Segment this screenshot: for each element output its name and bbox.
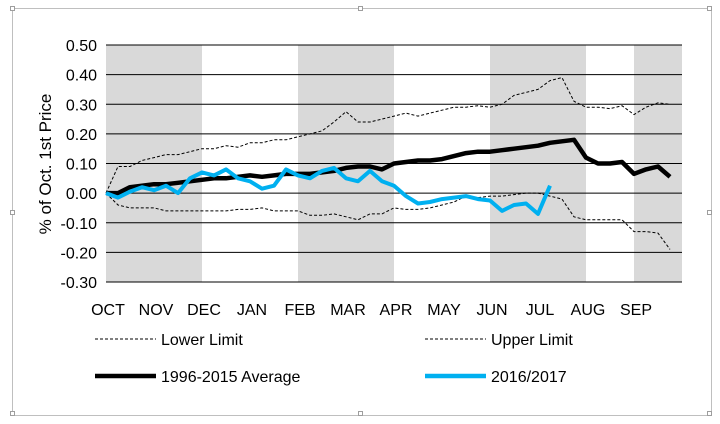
- legend-label-upper-limit: Upper Limit: [491, 332, 573, 349]
- resize-handle-bottom-right[interactable]: [707, 411, 712, 416]
- y-tick-label: 0.00: [66, 186, 97, 203]
- x-tick-label-jun: JUN: [476, 302, 507, 319]
- x-tick-label-apr: APR: [380, 302, 413, 319]
- legend-label-2016-2017: 2016/2017: [491, 369, 567, 386]
- y-tick-label: 0.40: [66, 68, 97, 85]
- x-tick-label-may: MAY: [427, 302, 461, 319]
- series-lines: [105, 77, 672, 250]
- legend-label-1996-2015-average: 1996-2015 Average: [161, 369, 300, 386]
- resize-handle-bottom-left[interactable]: [10, 411, 15, 416]
- x-tick-label-jul: JUL: [526, 302, 555, 319]
- series-2016-2017: [105, 165, 552, 216]
- x-tick-label-mar: MAR: [330, 302, 366, 319]
- resize-handle-middle-left[interactable]: [10, 210, 15, 215]
- resize-handle-top-middle[interactable]: [358, 6, 363, 11]
- resize-handle-middle-right[interactable]: [707, 210, 712, 215]
- resize-handle-bottom-middle[interactable]: [358, 411, 363, 416]
- y-tick-label: 0.10: [66, 157, 97, 174]
- series-1996-2015-average: [106, 137, 672, 196]
- y-tick-label: 0.20: [66, 127, 97, 144]
- x-axis-tick-labels: OCT NOV DEC JAN FEB MAR APR MAY JUN JUL AUG SEP: [91, 302, 652, 319]
- series-lower-limit: [105, 192, 671, 250]
- line-chart: 0.500.400.300.200.100.00-0.10-0.20-0.30 …: [36, 38, 682, 386]
- x-tick-label-feb: FEB: [284, 302, 315, 319]
- y-tick-label: 0.30: [66, 97, 97, 114]
- chart-frame[interactable]: 0.50 0.40 0.30 0.20 0.10 0.00 -0.10 -0.20 -0.30 …: [12, 8, 712, 416]
- x-tick-label-oct: OCT: [91, 302, 125, 319]
- x-tick-label-sep: SEP: [620, 302, 652, 319]
- y-axis-title: % of Oct. 1st Price: [36, 94, 55, 235]
- resize-handle-top-right[interactable]: [707, 6, 712, 11]
- x-tick-label-jan: JAN: [237, 302, 267, 319]
- y-tick-label: -0.20: [61, 245, 98, 262]
- series-upper-limit: [105, 77, 671, 194]
- gridlines: [106, 44, 682, 283]
- y-axis-tick-labels: 0.50 0.40 0.30 0.20 0.10 0.00 -0.10 -0.20 -0.30: [61, 38, 98, 292]
- y-tick-label: -0.10: [61, 216, 98, 233]
- legend-label-lower-limit: Lower Limit: [161, 332, 243, 349]
- y-tick-label: -0.30: [61, 275, 98, 292]
- y-tick-label: 0.50: [66, 38, 97, 55]
- x-tick-label-dec: DEC: [187, 302, 221, 319]
- legend: Lower Limit Upper Limit 1996-2015 Average 2…: [95, 332, 573, 386]
- resize-handle-top-left[interactable]: [10, 6, 15, 11]
- x-tick-label-aug: AUG: [571, 302, 606, 319]
- x-tick-label-nov: NOV: [139, 302, 174, 319]
